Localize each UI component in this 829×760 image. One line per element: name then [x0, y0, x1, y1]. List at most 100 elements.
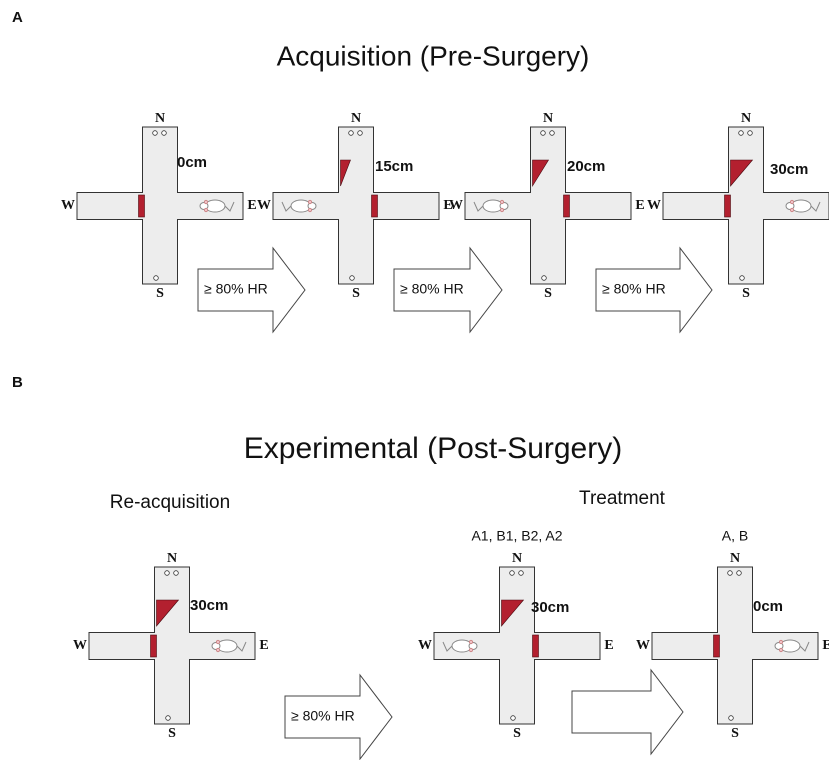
rat-icon	[211, 639, 247, 653]
arrow-label: ≥ 80% HR	[400, 281, 464, 297]
rat-ear	[307, 207, 313, 213]
compass-east: E	[247, 198, 256, 213]
hole	[357, 130, 363, 136]
hole	[348, 130, 354, 136]
rat-icon	[199, 199, 235, 213]
rat-ear	[499, 207, 505, 213]
distance-label: 20cm	[567, 158, 605, 175]
block-arrow	[595, 246, 713, 334]
rat-ear	[789, 199, 795, 205]
arrow-label: ≥ 80% HR	[602, 281, 666, 297]
compass-south: S	[156, 286, 164, 301]
rat-ear	[215, 647, 221, 653]
compass-south: S	[544, 286, 552, 301]
arrow-label: ≥ 80% HR	[291, 708, 355, 724]
compass-south: S	[352, 286, 360, 301]
distance-label: 30cm	[531, 599, 569, 616]
compass-north: N	[730, 551, 740, 566]
rat-ear	[468, 639, 474, 645]
panel-title: Experimental (Post-Surgery)	[244, 432, 622, 465]
rat-tail	[810, 201, 821, 212]
compass-south: S	[742, 286, 750, 301]
rat-icon	[281, 199, 317, 213]
panel-label: B	[12, 374, 23, 391]
arrow-label: ≥ 80% HR	[204, 281, 268, 297]
compass-west: W	[257, 198, 271, 213]
compass-west: W	[418, 638, 432, 653]
hole	[165, 715, 171, 721]
panel-title: Acquisition (Pre-Surgery)	[277, 40, 590, 71]
maze	[88, 566, 256, 725]
compass-west: W	[647, 198, 661, 213]
rat-icon	[785, 199, 821, 213]
hole	[540, 130, 546, 136]
rat-ear	[778, 639, 784, 645]
maze	[76, 126, 244, 285]
maze	[272, 126, 440, 285]
block-arrow	[393, 246, 503, 334]
barrier	[371, 194, 378, 218]
maze	[433, 566, 601, 725]
compass-east: E	[635, 198, 644, 213]
hole	[549, 130, 555, 136]
reward-zone	[340, 159, 351, 187]
barrier	[532, 634, 539, 658]
reward-zone	[730, 159, 754, 187]
hole	[747, 130, 753, 136]
reward-zone	[501, 599, 525, 627]
rat-ear	[215, 639, 221, 645]
compass-north: N	[741, 111, 751, 126]
compass-north: N	[512, 551, 522, 566]
maze	[464, 126, 632, 285]
section-title: Treatment	[579, 488, 666, 509]
maze	[662, 126, 829, 285]
barrier	[563, 194, 570, 218]
barrier	[724, 194, 731, 218]
compass-east: E	[604, 638, 613, 653]
rat-icon	[473, 199, 509, 213]
condition-label: A1, B1, B2, A2	[471, 528, 562, 544]
rat-tail	[473, 201, 484, 212]
distance-label: 15cm	[375, 158, 413, 175]
compass-east: E	[822, 638, 829, 653]
hole	[173, 570, 179, 576]
block-arrow	[571, 668, 684, 756]
panel-label: A	[12, 9, 23, 26]
hole	[164, 570, 170, 576]
hole	[728, 715, 734, 721]
distance-label: 30cm	[190, 597, 228, 614]
compass-west: W	[73, 638, 87, 653]
barrier	[713, 634, 720, 658]
compass-west: W	[449, 198, 463, 213]
rat-tail	[799, 641, 810, 652]
condition-label: A, B	[722, 528, 748, 544]
barrier	[150, 634, 157, 658]
block-arrow	[197, 246, 306, 334]
block-arrow	[284, 673, 393, 760]
rat-icon	[442, 639, 478, 653]
compass-east: E	[443, 198, 452, 213]
hole	[518, 570, 524, 576]
compass-west: W	[61, 198, 75, 213]
rat-ear	[203, 207, 209, 213]
hole	[738, 130, 744, 136]
hole	[509, 570, 515, 576]
hole	[152, 130, 158, 136]
hole	[510, 715, 516, 721]
distance-label: 0cm	[753, 598, 783, 615]
rat-tail	[236, 641, 247, 652]
rat-ear	[789, 207, 795, 213]
hole	[541, 275, 547, 281]
maze	[651, 566, 819, 725]
compass-north: N	[351, 111, 361, 126]
compass-south: S	[731, 726, 739, 741]
rat-ear	[203, 199, 209, 205]
compass-north: N	[167, 551, 177, 566]
reward-zone	[156, 599, 180, 627]
hole	[739, 275, 745, 281]
compass-west: W	[636, 638, 650, 653]
rat-ear	[778, 647, 784, 653]
hole	[349, 275, 355, 281]
rat-ear	[499, 199, 505, 205]
